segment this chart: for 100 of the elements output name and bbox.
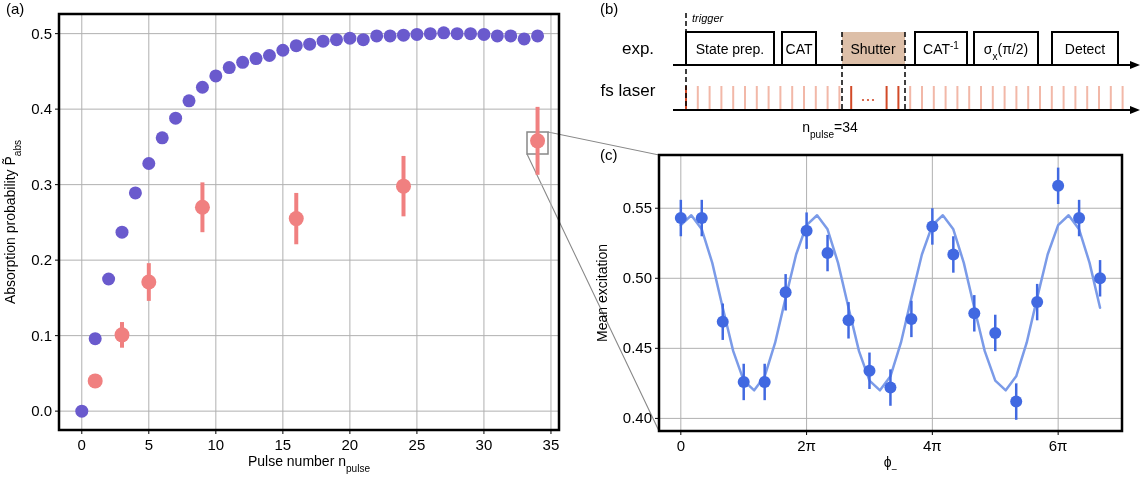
point	[316, 34, 330, 48]
x-tick-label: 30	[475, 436, 493, 453]
point	[884, 381, 897, 394]
point	[1073, 212, 1086, 225]
point	[863, 364, 876, 377]
point	[194, 199, 210, 215]
point	[674, 212, 687, 225]
text: fs laser	[600, 81, 656, 100]
point	[821, 247, 834, 260]
point	[356, 33, 370, 47]
text: Detect	[1064, 41, 1106, 57]
point	[195, 80, 209, 94]
x-axis-title: ϕ$_{−}$	[883, 454, 898, 475]
y-tick-label: 0.40	[622, 409, 652, 427]
text: (b)	[600, 0, 619, 17]
y-tick-label: 0.1	[31, 326, 52, 344]
chart-title: (a)	[6, 0, 25, 17]
x-tick-label: 25	[408, 436, 426, 453]
point	[249, 52, 263, 66]
y-tick-label: 0.50	[622, 269, 652, 287]
text: Shutter	[850, 41, 896, 57]
point	[155, 131, 169, 145]
x-tick-label: 0	[676, 437, 685, 454]
point	[383, 29, 397, 43]
point	[517, 32, 531, 46]
point	[370, 29, 384, 43]
point	[128, 186, 142, 200]
x-tick-label: 10	[207, 436, 225, 453]
point	[397, 28, 410, 42]
point	[88, 332, 102, 346]
point	[114, 327, 130, 343]
x-tick-label: 6π	[1048, 437, 1068, 454]
x-axis-title: Pulse number n$_{pulse}$	[247, 453, 371, 474]
point	[115, 225, 129, 239]
text: CAT$^{-1}$	[923, 39, 960, 57]
point	[1052, 179, 1065, 192]
x-tick-label: 2π	[797, 437, 816, 454]
point	[779, 286, 792, 299]
text: trigger	[692, 12, 725, 24]
point	[531, 29, 545, 43]
text: State prep.	[695, 41, 765, 57]
point	[289, 39, 303, 53]
point	[947, 248, 960, 261]
point	[423, 27, 437, 41]
point	[800, 224, 813, 237]
y-tick-label: 0.2	[31, 251, 52, 269]
point	[758, 375, 771, 388]
point	[437, 26, 451, 40]
point	[477, 27, 491, 41]
point	[102, 272, 116, 286]
point	[169, 111, 183, 125]
x-tick-label: 4π	[923, 437, 942, 454]
point	[504, 29, 518, 43]
point	[75, 404, 89, 418]
text: CAT	[785, 41, 813, 57]
point	[236, 55, 250, 69]
point	[464, 27, 478, 41]
x-tick-label: 20	[341, 436, 359, 453]
point	[303, 37, 317, 51]
point	[87, 373, 103, 389]
point	[142, 156, 156, 170]
point	[450, 27, 464, 41]
point	[905, 312, 918, 325]
text: n$_{pulse}$=34	[802, 119, 859, 140]
point	[410, 27, 424, 41]
point	[842, 314, 855, 327]
point	[1031, 296, 1044, 309]
point	[926, 220, 939, 233]
point	[1010, 395, 1023, 408]
y-tick-label: 0.3	[31, 175, 52, 193]
y-axis-title: Mean excitation	[594, 243, 610, 343]
x-tick-label: 5	[144, 436, 153, 453]
y-tick-label: 0.55	[622, 199, 652, 217]
point	[737, 375, 750, 388]
point	[490, 29, 504, 43]
point	[288, 211, 304, 227]
point	[209, 69, 223, 83]
text: exp.	[621, 39, 655, 58]
point	[141, 274, 157, 290]
point	[989, 326, 1002, 339]
text: σ$_{x}$(π/2)	[983, 41, 1029, 62]
point	[343, 31, 357, 45]
point	[329, 33, 343, 47]
point	[182, 94, 196, 108]
point	[1094, 272, 1107, 285]
point	[276, 43, 290, 57]
chart-title: (c)	[600, 146, 618, 163]
point	[716, 315, 729, 328]
point	[262, 49, 276, 63]
point	[968, 307, 981, 320]
y-tick-label: 0.4	[31, 100, 52, 118]
y-tick-label: 0.0	[31, 402, 52, 420]
y-tick-label: 0.45	[622, 339, 652, 357]
point	[222, 61, 236, 75]
x-tick-label: 35	[542, 436, 560, 453]
point	[695, 212, 708, 225]
x-tick-label: 0	[77, 436, 86, 453]
point	[396, 178, 411, 194]
x-tick-label: 15	[274, 436, 292, 453]
y-tick-label: 0.5	[31, 24, 52, 42]
